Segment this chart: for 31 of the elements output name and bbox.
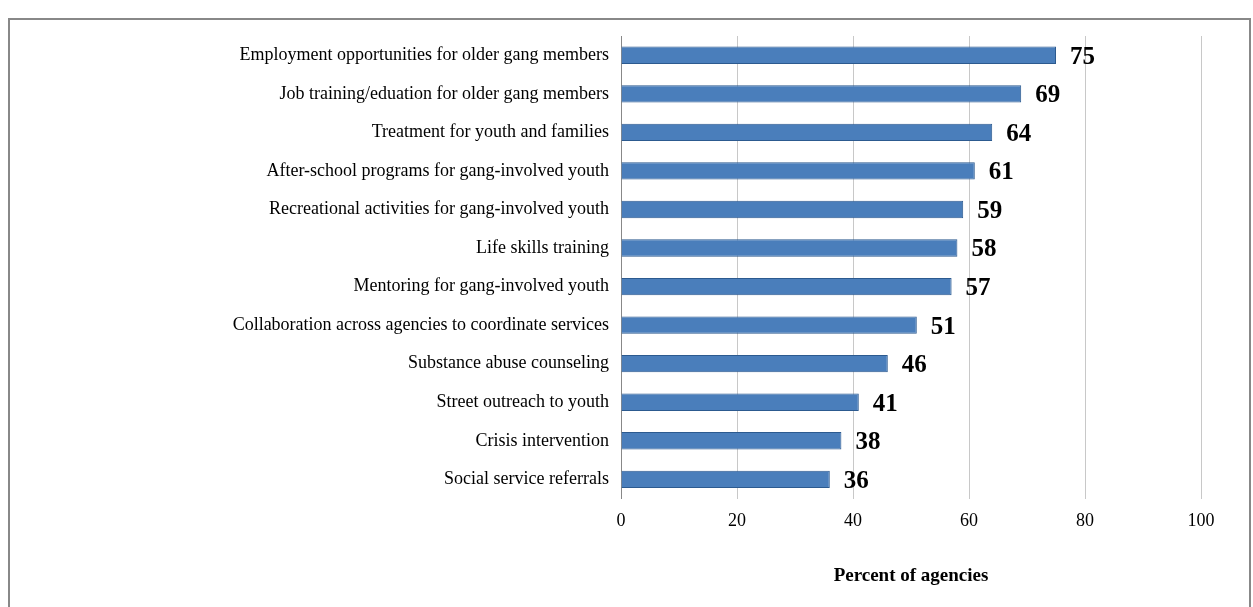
y-tick-label: Treatment for youth and families (371, 121, 609, 142)
y-tick-label: Job training/eduation for older gang members (279, 82, 609, 103)
x-tick-label: 80 (1076, 510, 1094, 531)
y-tick-label: Street outreach to youth (436, 390, 609, 411)
y-tick-label: Mentoring for gang-involved youth (353, 275, 609, 296)
data-label: 36 (843, 465, 869, 493)
data-label: 58 (971, 234, 997, 262)
data-label: 61 (988, 157, 1014, 185)
data-label: 69 (1035, 80, 1061, 108)
y-tick-label: Crisis intervention (475, 429, 609, 450)
y-tick-label: Substance abuse counseling (408, 352, 609, 373)
x-axis-title: Percent of agencies (833, 563, 989, 585)
y-tick-label: Social service referrals (444, 468, 609, 489)
y-tick-label: After-school programs for gang-involved youth (266, 159, 609, 180)
data-label: 75 (1070, 41, 1095, 69)
x-tick-label: 100 (1187, 510, 1215, 531)
x-tick-label: 60 (960, 510, 978, 531)
data-label: 46 (901, 350, 927, 378)
x-tick-label: 40 (844, 510, 862, 531)
y-tick-label: Collaboration across agencies to coordinate services (232, 313, 609, 334)
data-label: 64 (1006, 118, 1032, 146)
data-label: 41 (872, 388, 898, 416)
y-tick-label: Life skills training (476, 236, 609, 257)
data-label: 38 (855, 427, 881, 455)
data-label: 59 (977, 195, 1003, 223)
y-tick-label: Recreational activities for gang-involved youth (269, 198, 609, 219)
y-tick-label: Employment opportunities for older gang members (239, 44, 609, 65)
data-label: 57 (965, 273, 991, 301)
data-label: 51 (930, 311, 956, 339)
x-tick-label: 20 (728, 510, 746, 531)
x-tick-label: 0 (616, 510, 626, 531)
